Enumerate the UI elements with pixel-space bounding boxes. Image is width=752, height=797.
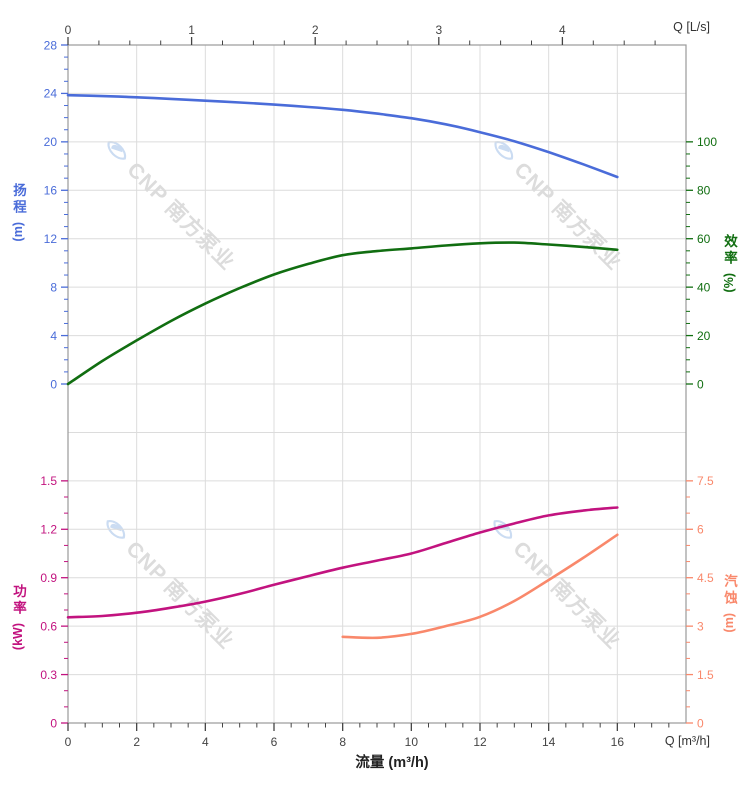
right_upper-axis: 0 20 40 60 80 100 (686, 135, 717, 391)
cnp-logo-icon (107, 141, 127, 160)
power-axis-title: 功率 (kW) (4, 584, 32, 650)
right_lower-axis: 0 1.5 3 4.5 6 7.5 (686, 474, 714, 730)
left_lower-tick-label: 0.9 (40, 571, 57, 585)
right_upper-tick-label: 100 (697, 135, 717, 149)
bottom-axis-tick-label: 6 (271, 735, 278, 749)
right_upper-tick-label: 0 (697, 377, 704, 391)
bottom-axis-tick-label: 2 (133, 735, 140, 749)
left_lower-tick-label: 0.6 (40, 619, 57, 633)
left_upper-tick-label: 4 (50, 329, 57, 343)
bottom-axis-tick-label: 16 (611, 735, 625, 749)
left_upper-tick-label: 24 (44, 87, 58, 101)
left_upper-tick-label: 8 (50, 280, 57, 294)
left_lower-axis: 0 0.3 0.6 0.9 1.2 1.5 (40, 474, 68, 730)
curve-power (66, 506, 619, 619)
left_upper-tick-label: 28 (44, 38, 58, 52)
right_upper-tick-label: 40 (697, 280, 711, 294)
power-axis-unit: (kW) (11, 623, 25, 651)
top-axis-tick-label: 4 (559, 23, 566, 37)
bottom-axis-tick-label: 12 (473, 735, 487, 749)
top-axis-tick-label: 1 (188, 23, 195, 37)
top-flow-axis: 0 1 2 3 4 (65, 23, 656, 45)
bottom-axis-tick-label: 10 (405, 735, 419, 749)
x-axis-title: 流量 (m³/h) (355, 755, 429, 771)
top-axis-unit-label: Q [L/s] (673, 20, 710, 34)
npsh-axis-title: 汽蚀 (m) (714, 574, 744, 632)
gridlines (67, 44, 686, 724)
right_lower-tick-label: 1.5 (697, 668, 714, 682)
left_upper-tick-label: 20 (44, 135, 58, 149)
cnp-logo-icon (494, 141, 514, 160)
bottom-axis-tick-label: 14 (542, 735, 556, 749)
curve-npsh (341, 533, 619, 640)
left_upper-axis: 0 4 8 12 16 20 24 28 (44, 38, 68, 391)
right_upper-tick-label: 80 (697, 184, 711, 198)
right_lower-tick-label: 3 (697, 619, 704, 633)
top-axis-tick-label: 2 (312, 23, 319, 37)
bottom-axis-unit-label: Q [m³/h] (664, 734, 710, 748)
bottom-axis-tick-label: 0 (65, 735, 72, 749)
top-axis-tick-label: 0 (65, 23, 72, 37)
efficiency-axis-unit: (%) (722, 273, 736, 293)
watermark: CNP 南方泵业 (96, 130, 242, 276)
right_lower-tick-label: 4.5 (697, 571, 714, 585)
left_lower-tick-label: 1.5 (40, 474, 57, 488)
right_lower-tick-label: 7.5 (697, 474, 714, 488)
curve-head (66, 93, 619, 179)
left_upper-tick-label: 0 (50, 377, 57, 391)
left_lower-tick-label: 0.3 (40, 668, 57, 682)
right_lower-tick-label: 6 (697, 523, 704, 537)
right_lower-tick-label: 0 (697, 716, 704, 730)
left_lower-tick-label: 1.2 (40, 523, 57, 537)
left_upper-tick-label: 16 (44, 184, 58, 198)
bottom-axis-tick-label: 4 (202, 735, 209, 749)
right_upper-tick-label: 60 (697, 232, 711, 246)
efficiency-axis-name: 效率 (722, 234, 737, 267)
curve-efficiency (66, 241, 619, 386)
right_upper-tick-label: 20 (697, 329, 711, 343)
head-axis-name: 扬程 (11, 183, 26, 216)
npsh-axis-unit: (m) (722, 613, 736, 633)
efficiency-axis-title: 效率 (%) (714, 234, 744, 292)
top-axis-tick-label: 3 (435, 23, 442, 37)
left_lower-tick-label: 0 (50, 716, 57, 730)
head-axis-title: 扬程 (m) (4, 183, 32, 241)
left_upper-tick-label: 12 (44, 232, 58, 246)
bottom-axis-tick-label: 8 (339, 735, 346, 749)
head-axis-unit: (m) (11, 222, 25, 242)
power-axis-name: 功率 (11, 584, 26, 617)
bottom-flow-axis: 0 2 4 6 8 10 12 14 16 (65, 723, 670, 749)
watermark: CNP 南方泵业 (483, 130, 629, 276)
npsh-axis-name: 汽蚀 (722, 574, 737, 607)
